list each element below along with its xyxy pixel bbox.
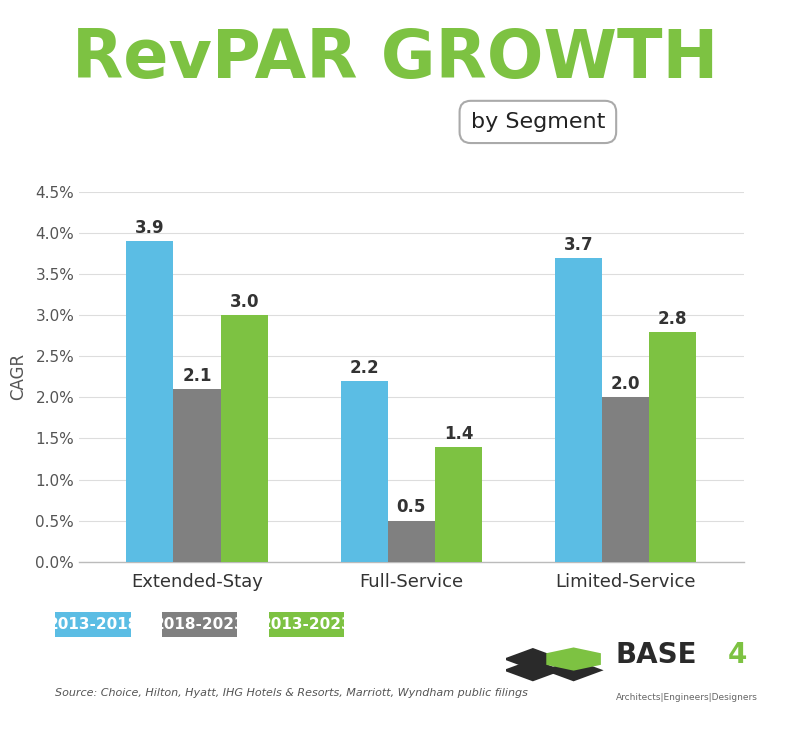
Text: Architects|Engineers|Designers: Architects|Engineers|Designers (616, 693, 758, 702)
Text: 4: 4 (729, 641, 747, 669)
Text: 3.0: 3.0 (229, 293, 259, 311)
Text: 3.9: 3.9 (135, 219, 165, 237)
Text: 1.4: 1.4 (444, 425, 473, 443)
Y-axis label: CAGR: CAGR (9, 353, 27, 401)
Bar (602, 398, 649, 562)
Bar (388, 520, 435, 562)
Text: BASE: BASE (616, 641, 698, 669)
Bar (221, 316, 267, 562)
Bar (649, 332, 696, 562)
Bar (341, 381, 388, 562)
Text: 2018-2023: 2018-2023 (154, 617, 245, 632)
Text: by Segment: by Segment (471, 112, 605, 132)
Polygon shape (547, 647, 601, 670)
Text: 3.7: 3.7 (564, 236, 593, 253)
Text: 2013-2023: 2013-2023 (261, 617, 352, 632)
Text: 2.8: 2.8 (658, 310, 687, 327)
Bar (555, 258, 602, 562)
Text: 0.5: 0.5 (396, 499, 426, 517)
Text: 2.0: 2.0 (611, 375, 641, 393)
Polygon shape (503, 648, 563, 670)
Text: RevPAR GROWTH: RevPAR GROWTH (72, 26, 719, 92)
Bar (127, 242, 173, 562)
Bar (173, 389, 221, 562)
Text: 2.2: 2.2 (350, 359, 379, 377)
Polygon shape (503, 659, 563, 681)
Text: 2013-2018: 2013-2018 (47, 617, 138, 632)
Polygon shape (543, 659, 604, 681)
Bar (435, 446, 482, 562)
Text: Source: Choice, Hilton, Hyatt, IHG Hotels & Resorts, Marriott, Wyndham public fi: Source: Choice, Hilton, Hyatt, IHG Hotel… (55, 688, 528, 698)
Text: 2.1: 2.1 (182, 367, 212, 385)
